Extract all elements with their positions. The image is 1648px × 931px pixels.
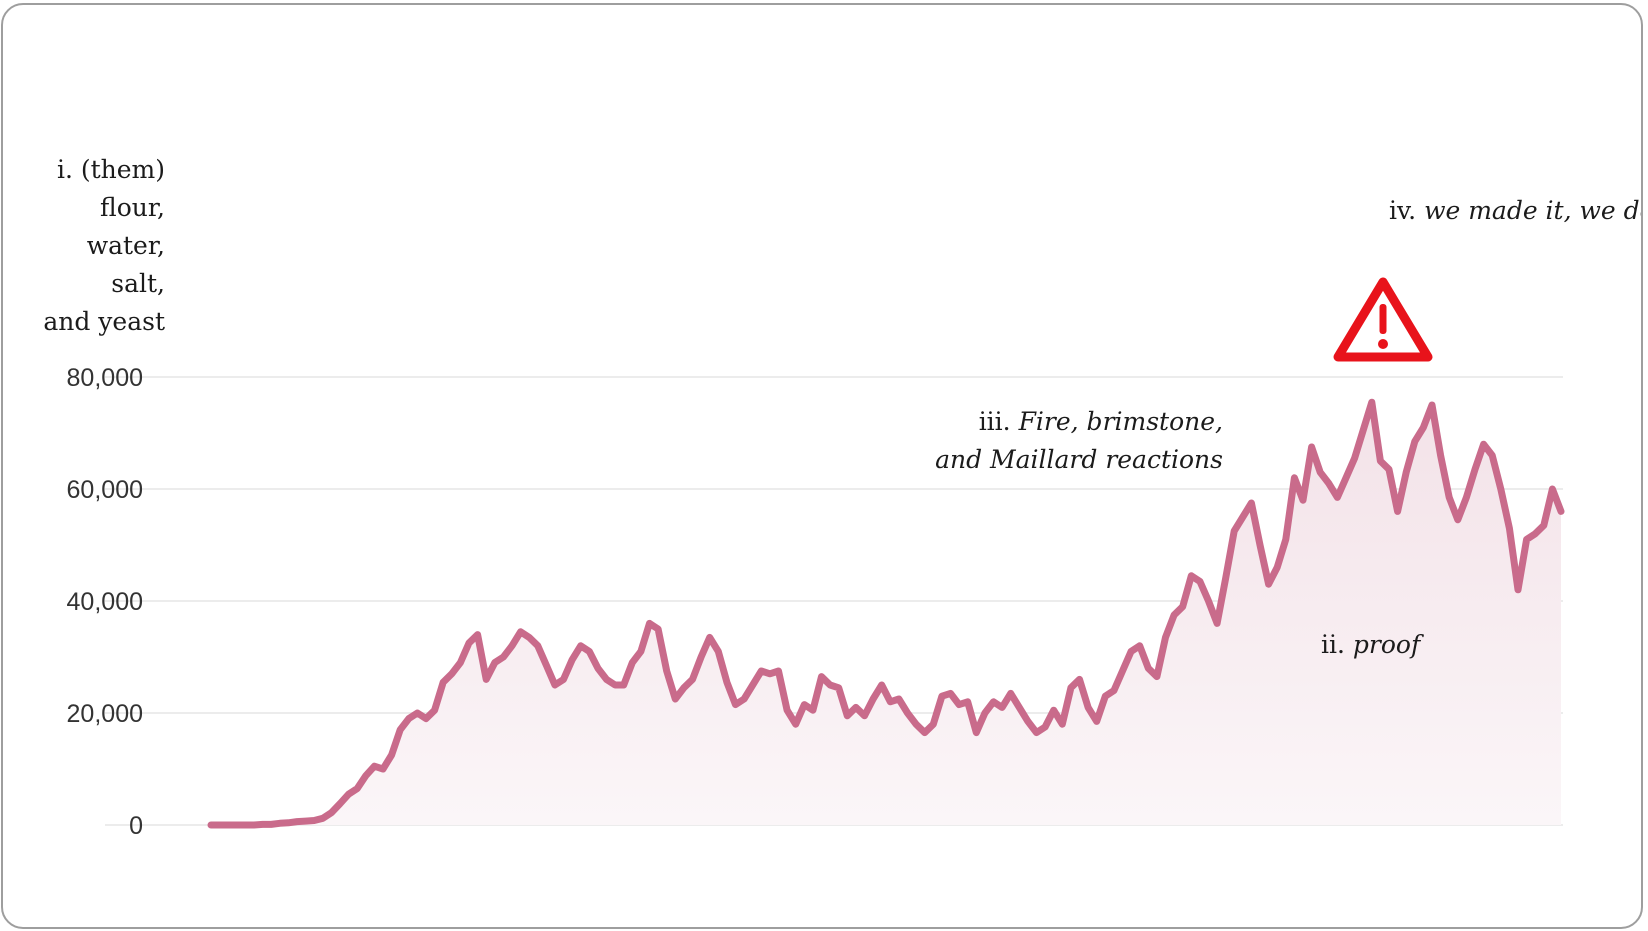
annotation-fire-text-2: and Maillard reactions	[935, 445, 1223, 474]
annotation-made-it-text: we made it, we de	[1424, 196, 1643, 225]
y-tick-label: 40,000	[67, 588, 143, 616]
annotation-fire-text: Fire, brimstone,	[1018, 407, 1223, 436]
annotation-ingredients-line: water,	[86, 231, 165, 260]
annotation-proof-label: ii.	[1321, 630, 1345, 659]
y-tick-label: 60,000	[67, 476, 143, 504]
annotation-proof-text: proof	[1352, 630, 1421, 659]
warning-triangle-icon	[1333, 277, 1433, 362]
annotation-made-it: iv. we made it, we de	[1389, 192, 1643, 230]
annotation-ingredients-line: salt,	[111, 269, 165, 298]
annotation-ingredients-line: and yeast	[43, 307, 165, 336]
y-tick-label: 80,000	[67, 364, 143, 392]
annotation-fire: iii. Fire, brimstone, and Maillard react…	[935, 403, 1223, 479]
y-tick-label: 20,000	[67, 700, 143, 728]
annotation-ingredients-line: flour,	[100, 193, 165, 222]
annotation-ingredients: i. (them) flour, water, salt, and yeast	[43, 151, 165, 341]
chart-frame: 80,000 60,000 40,000 20,000 0 i. (them) flou…	[1, 3, 1643, 929]
y-tick-label: 0	[129, 812, 143, 840]
series-line	[207, 398, 1565, 829]
y-axis-ticks: 80,000 60,000 40,000 20,000 0	[67, 364, 143, 840]
chart: 80,000 60,000 40,000 20,000 0	[67, 277, 1565, 840]
annotation-proof: ii. proof	[1321, 626, 1420, 664]
annotation-fire-label: iii.	[978, 407, 1011, 436]
annotation-ingredients-line: i. (them)	[56, 155, 165, 184]
series-area	[211, 402, 1561, 825]
annotation-made-it-label: iv.	[1389, 196, 1417, 225]
